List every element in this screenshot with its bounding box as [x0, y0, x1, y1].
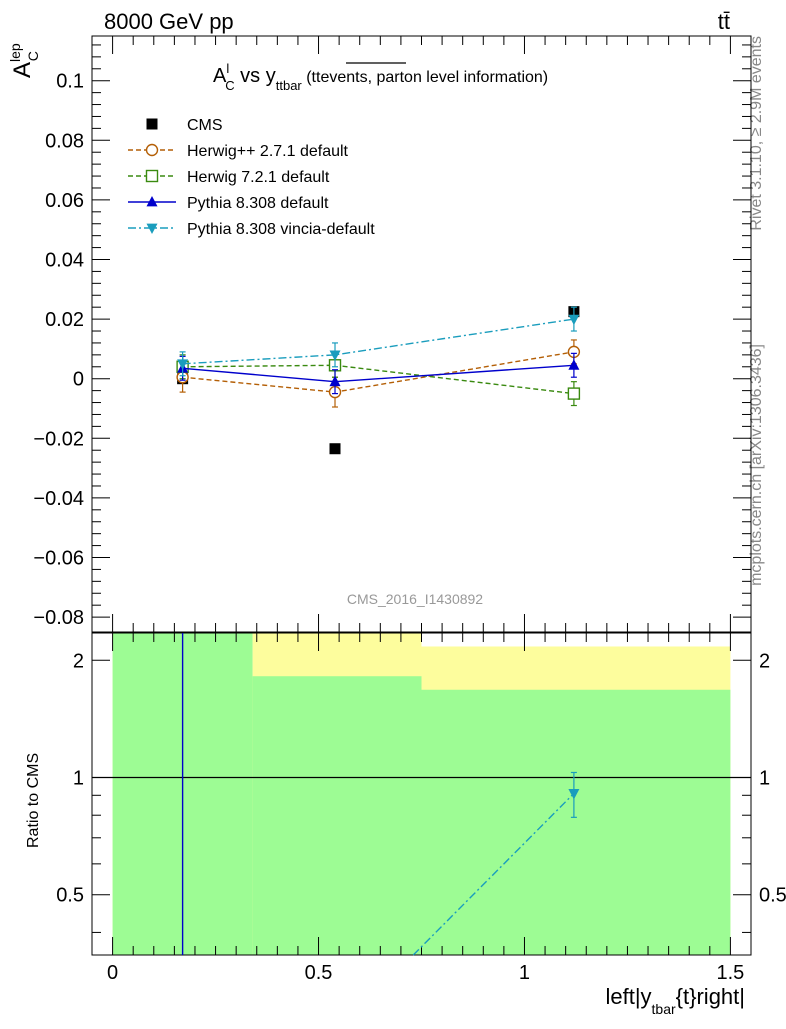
legend-marker-vincia: [146, 223, 158, 235]
legend-label-cms: CMS: [187, 117, 223, 134]
side-label-bottom: mcplots.cern.ch [arXiv:1306.3436]: [748, 344, 765, 586]
ratio-band-green-1: [252, 676, 422, 955]
plot-title: Al C vs yttbar (ttevents, parton level in…: [213, 61, 548, 93]
data-point-pythia: [568, 359, 580, 370]
analysis-label: CMS_2016_I1430892: [347, 591, 483, 607]
legend-label-pythia: Pythia 8.308 default: [187, 195, 329, 212]
ratio-y-tick-label-right: 0.5: [759, 885, 786, 907]
ratio-y-tick-label: 2: [73, 650, 84, 672]
x-axis-ticks: 0 0.5 1 1.5: [107, 36, 744, 984]
x-axis-label-pre: left|y: [605, 984, 651, 1009]
title-paren-rest: parton level information): [372, 69, 548, 86]
x-axis-label: left|ytbar{t}right|: [605, 984, 745, 1017]
ratio-point-vincia: [568, 789, 580, 800]
ratio-axis-label: Ratio to CMS: [25, 753, 42, 848]
side-label-top: Rivet 3.1.10, ≥ 2.9M events: [748, 36, 765, 231]
process-label: tt̄: [718, 9, 730, 34]
x-tick-label: 1: [519, 962, 530, 984]
series-line-vincia: [182, 318, 574, 365]
main-y-tick-label: −0.04: [33, 488, 84, 510]
title-main-sub: C: [225, 78, 234, 93]
title-overline-text: events,: [320, 69, 372, 86]
x-tick-label: 0: [107, 962, 118, 984]
title-main-sup: l: [226, 61, 229, 76]
series-cms: [177, 306, 580, 455]
title-vs-sub: ttbar: [276, 78, 303, 93]
data-point-vincia: [177, 359, 189, 370]
main-y-tick-label: 0.04: [45, 250, 84, 272]
y-axis-label: Alep C: [7, 43, 41, 78]
y-axis-label-sub: C: [25, 51, 41, 61]
data-point-vincia: [329, 350, 341, 361]
main-y-tick-label: 0.08: [45, 130, 84, 152]
main-y-tick-label: 0: [73, 369, 84, 391]
ratio-layer: [181, 633, 580, 956]
main-y-tick-label: −0.02: [33, 428, 84, 450]
title-paren-open: (tt: [302, 69, 321, 86]
legend-marker-herwigpp: [145, 143, 159, 157]
legend-label-herwig7: Herwig 7.2.1 default: [187, 169, 330, 186]
ratio-line-vincia: [412, 792, 575, 956]
title-vs: vs y: [235, 65, 276, 87]
legend-label-vincia: Pythia 8.308 vincia-default: [187, 221, 375, 238]
data-point-pythia: [329, 375, 341, 387]
series-line-herwigpp: [182, 351, 575, 393]
series-line-pythia: [182, 364, 574, 383]
legend-marker-cms: [146, 118, 158, 130]
x-axis-label-post: {t}right|: [676, 984, 745, 1009]
ratio-y-tick-label: 0.5: [56, 885, 84, 907]
ratio-bands: [112, 633, 731, 955]
ratio-band-green-2: [421, 689, 731, 955]
y-axis-label-main: A: [9, 62, 36, 78]
main-y-tick-label: −0.06: [33, 548, 84, 570]
legend: CMS Herwig++ 2.7.1 default Herwig 7.2.1 de…: [128, 117, 375, 238]
main-y-tick-label: 0.02: [45, 309, 84, 331]
ratio-y-tick-label-right: 2: [759, 650, 770, 672]
data-point-vincia: [568, 314, 580, 326]
legend-label-herwigpp: Herwig++ 2.7.1 default: [187, 143, 349, 160]
data-point-herwig7: [567, 387, 581, 400]
series-layer: [176, 306, 581, 455]
title-main: A: [213, 65, 227, 87]
series-vincia: [177, 306, 580, 377]
data-point-cms: [329, 443, 341, 455]
main-y-tick-label: −0.08: [33, 607, 84, 629]
main-y-tick-label: 0.06: [45, 190, 84, 212]
legend-marker-pythia: [146, 195, 158, 207]
x-tick-label: 1.5: [717, 962, 745, 984]
ratio-y-tick-label-right: 1: [759, 767, 770, 789]
energy-label: 8000 GeV pp: [104, 9, 234, 34]
ratio-axis-ticks: 0.5 0.5 1 1 2 2: [56, 650, 786, 933]
legend-marker-herwig7: [145, 169, 159, 183]
x-axis-label-sub: tbar: [652, 1001, 676, 1017]
x-tick-label: 0.5: [305, 962, 333, 984]
main-axis-ticks: −0.08 −0.06 −0.04 −0.02 0 0.02 0.04 0.06 0.08 0.1: [33, 44, 751, 629]
y-axis-label-sup: lep: [7, 43, 23, 62]
ratio-y-tick-label: 1: [73, 767, 84, 789]
main-y-tick-label: 0.1: [56, 71, 84, 93]
